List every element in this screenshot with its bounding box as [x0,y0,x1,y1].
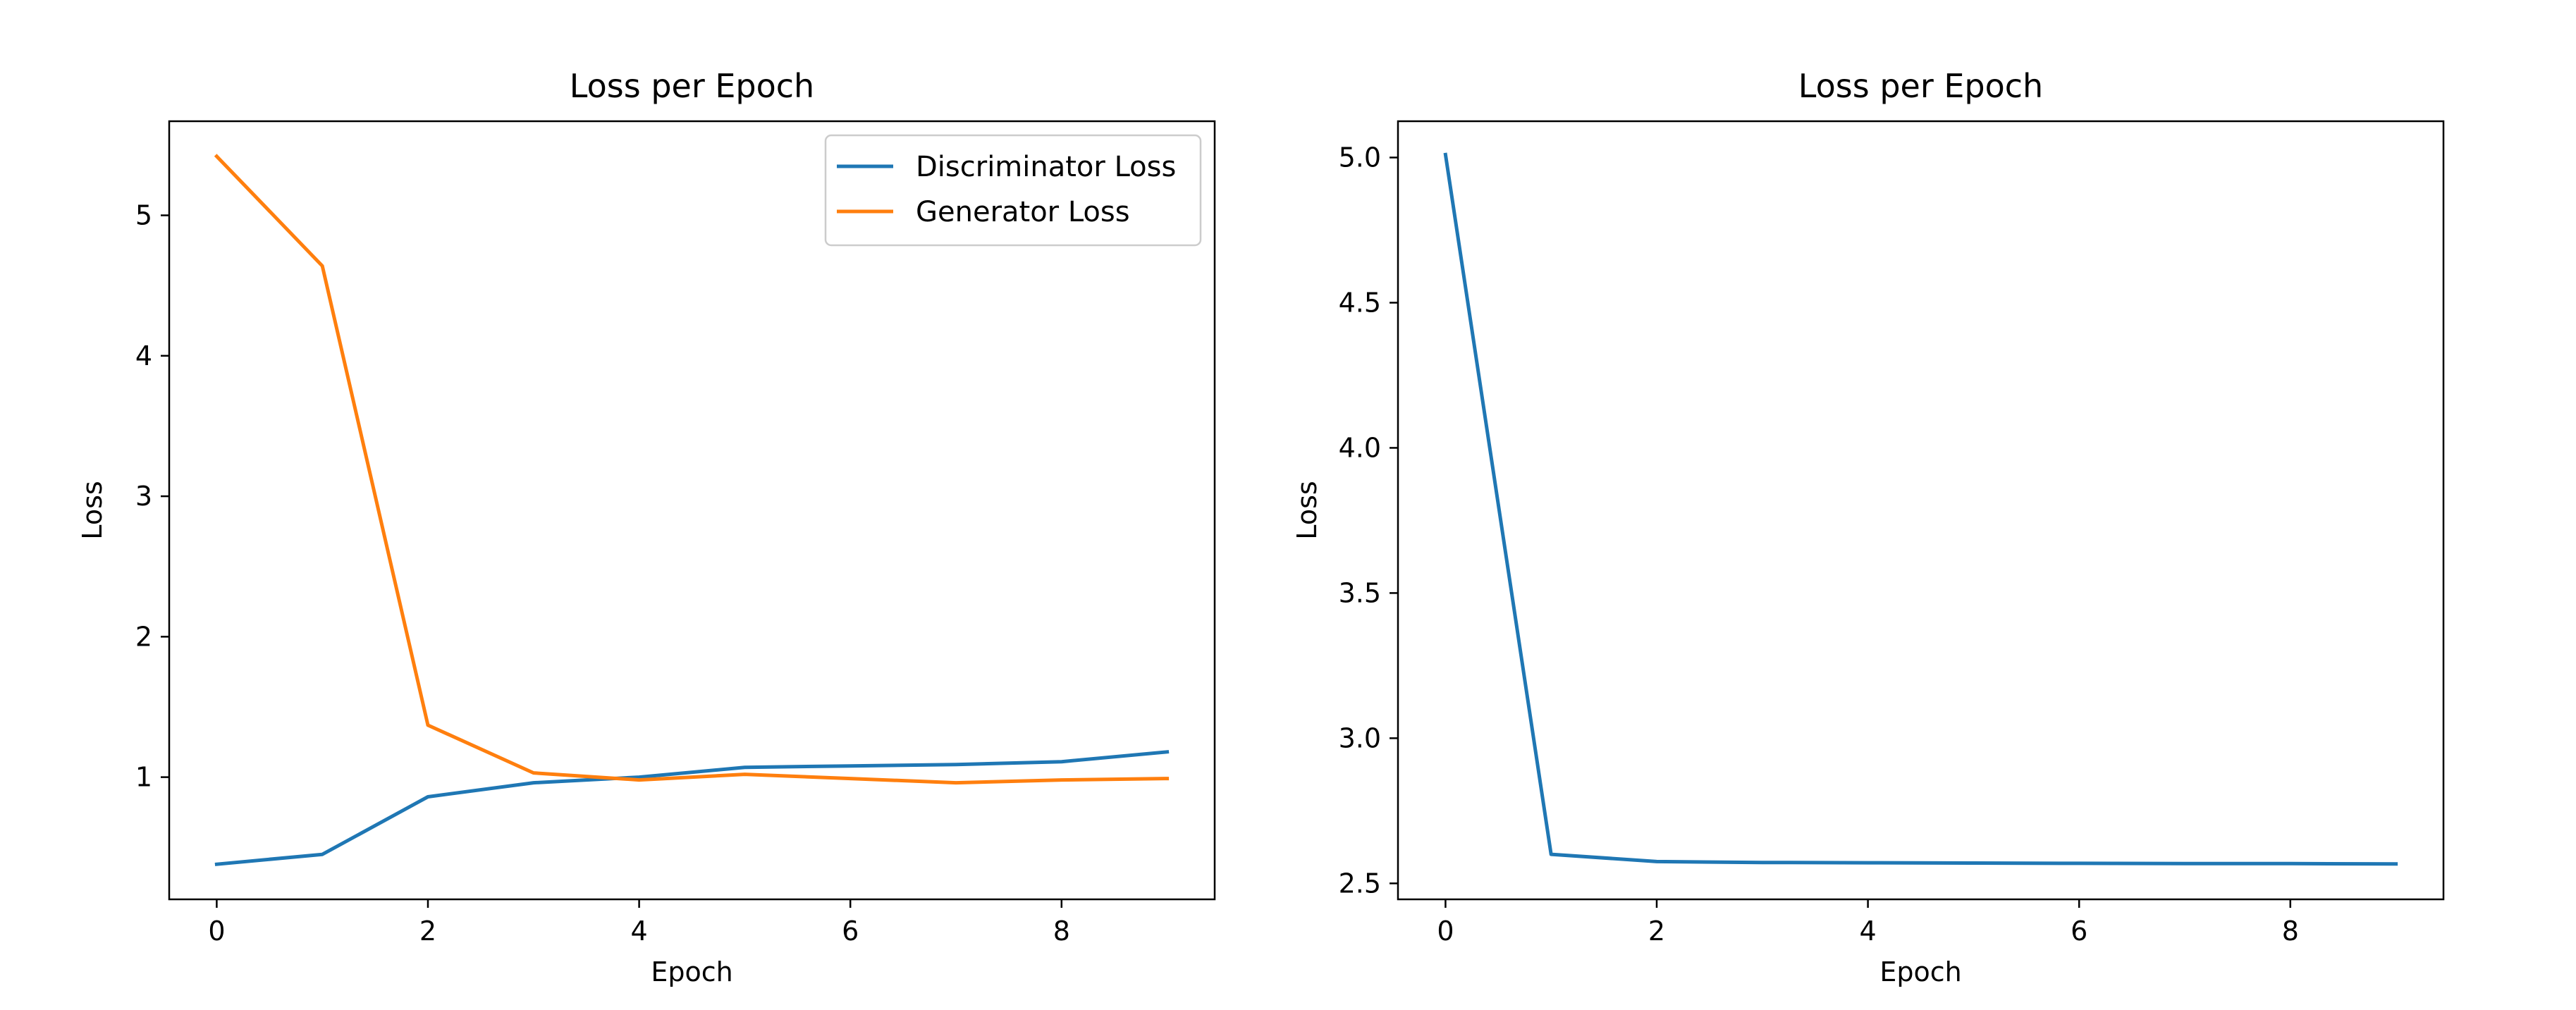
y-axis-label: Loss [1292,481,1323,539]
chart-title: Loss per Epoch [1798,67,2043,105]
y-axis-label: Loss [77,481,108,539]
y-tick-label: 3 [135,481,152,512]
series-line-discriminator-loss [214,750,1170,866]
x-tick-label: 0 [208,916,225,947]
x-tick-label: 8 [2282,916,2299,947]
axes-frame [1397,120,2445,901]
x-tick-label: 0 [1437,916,1454,947]
legend-label: Generator Loss [916,196,1130,228]
x-axis-label: Epoch [1879,956,1961,987]
x-tick-label: 4 [1860,916,1877,947]
y-tick-label: 4.0 [1339,432,1381,463]
series-line-loss [1443,152,2398,866]
y-tick-label: 2.5 [1339,868,1381,899]
y-tick-label: 4 [135,340,152,371]
y-tick-label: 5 [135,200,152,231]
x-tick-label: 8 [1053,916,1070,947]
y-tick-label: 3.5 [1339,577,1381,608]
legend-label: Discriminator Loss [916,151,1176,183]
x-axis-label: Epoch [651,956,732,987]
x-tick-label: 6 [842,916,859,947]
axes-frame [168,120,1216,901]
x-tick-label: 4 [631,916,648,947]
series-line-generator-loss [214,154,1170,785]
x-tick-label: 2 [1648,916,1665,947]
y-tick-label: 4.5 [1339,287,1381,318]
legend: Discriminator Loss Generator Loss [824,134,1202,247]
left-chart-panel: Loss per Epoch 0 2 4 6 8 1 2 3 4 5 Epoch Loss Discrim… [77,67,1216,987]
right-chart-panel: Loss per Epoch 0 2 4 6 8 2.5 3.0 3.5 4.0 4.5 5.0 Epo… [1292,67,2445,987]
legend-box [824,134,1202,247]
x-tick-label: 6 [2071,916,2087,947]
x-tick-label: 2 [419,916,436,947]
y-tick-label: 3.0 [1339,722,1381,753]
y-tick-label: 2 [135,621,152,652]
y-tick-label: 1 [135,762,152,793]
y-tick-label: 5.0 [1339,142,1381,173]
chart-title: Loss per Epoch [570,67,814,105]
